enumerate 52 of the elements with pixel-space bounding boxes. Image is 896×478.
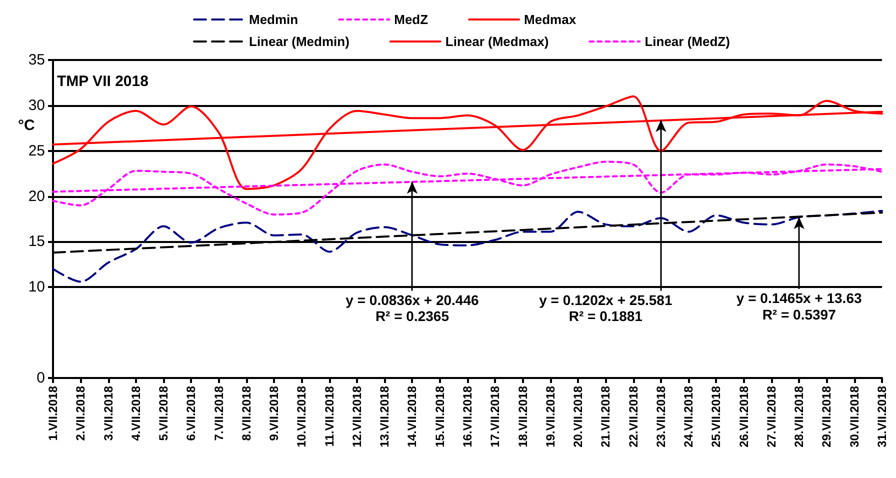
y-tick-label: 35: [28, 52, 45, 68]
x-tick-label: 17.VII.2018: [488, 386, 502, 448]
annotation: y = 0.1202x + 25.581: [539, 292, 672, 308]
x-tick-label: 14.VII.2018: [405, 386, 420, 448]
x-tick-label: 8.VII.2018: [239, 386, 254, 441]
x-tick-label: 27.VII.2018: [764, 386, 778, 448]
x-tick-label: 10.VII.2018: [294, 386, 309, 448]
x-tick-label: 20.VII.2018: [571, 386, 586, 448]
x-tick-label: 7.VII.2018: [212, 386, 226, 441]
x-tick-label: 1.VII.2018: [46, 386, 60, 441]
text: TMP VII 2018: [57, 73, 148, 90]
x-tick-label: 18.VII.2018: [516, 386, 530, 448]
y-tick-label: 10: [28, 278, 45, 296]
x-tick-label: 9.VII.2018: [267, 386, 282, 441]
legend-label: Medmax: [524, 12, 577, 27]
x-tick-label: 25.VII.2018: [709, 386, 724, 448]
y-axis-title: °C: [18, 117, 35, 134]
legend-label: Medmin: [249, 12, 298, 27]
legend-label: Linear (MedZ): [644, 34, 730, 49]
y-tick-label: 15: [28, 233, 45, 250]
x-tick-label: 31.VII.2018: [875, 386, 889, 448]
x-tick-label: 16.VII.2018: [460, 386, 474, 448]
legend-label: Linear (Medmin): [249, 34, 350, 49]
legend-label: MedZ: [394, 12, 428, 27]
y-tick-label: 30: [28, 96, 45, 114]
y-tick-label: 25: [28, 142, 45, 160]
x-tick-label: 13.VII.2018: [378, 386, 392, 448]
x-tick-label: 19.VII.2018: [543, 386, 558, 448]
x-tick-label: 30.VII.2018: [847, 386, 862, 448]
legend-label: Linear (Medmax): [445, 34, 549, 49]
annotation: y = 0.1465x + 13.63: [736, 290, 862, 306]
annotation: R² = 0.2365: [375, 308, 450, 324]
annotation: y = 0.0836x + 20.446: [346, 292, 480, 308]
x-tick-label: 11.VII.2018: [322, 386, 336, 447]
x-tick-label: 22.VII.2018: [626, 386, 640, 448]
x-tick-label: 5.VII.2018: [156, 386, 171, 441]
x-tick-label: 29.VII.2018: [820, 386, 834, 448]
x-tick-label: 3.VII.2018: [101, 386, 116, 441]
x-tick-label: 28.VII.2018: [792, 386, 806, 448]
x-tick-label: 6.VII.2018: [184, 386, 198, 441]
annotation: R² = 0.5397: [762, 306, 836, 322]
x-tick-label: 12.VII.2018: [350, 386, 364, 448]
x-tick-label: 24.VII.2018: [682, 386, 696, 448]
x-tick-label: 26.VII.2018: [736, 386, 751, 448]
x-tick-label: 23.VII.2018: [654, 386, 668, 448]
x-tick-label: 2.VII.2018: [74, 386, 88, 441]
x-tick-label: 4.VII.2018: [128, 386, 143, 441]
x-tick-label: 15.VII.2018: [432, 386, 447, 448]
annotation: R² = 0.1881: [568, 308, 643, 324]
x-tick-label: 21.VII.2018: [598, 386, 613, 448]
y-tick-label: 20: [28, 188, 45, 205]
y-tick-label: 0: [36, 370, 45, 386]
